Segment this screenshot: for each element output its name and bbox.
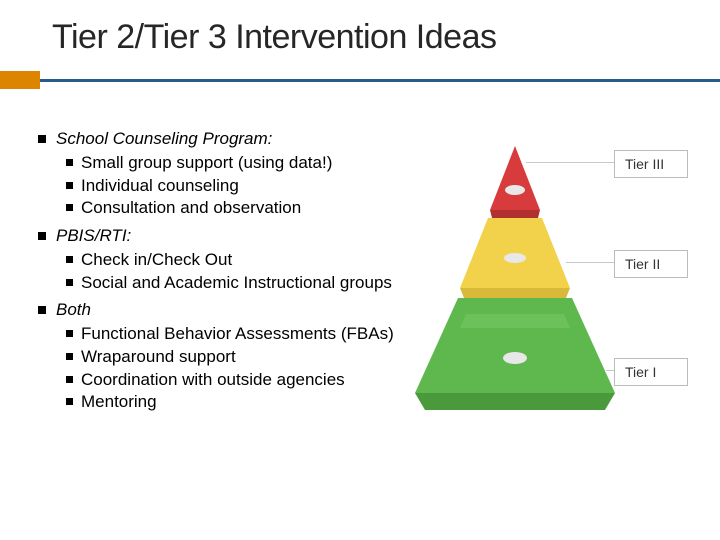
bullet-icon xyxy=(66,279,73,286)
tier-label-3: Tier III xyxy=(614,150,688,178)
list-item-text: Consultation and observation xyxy=(81,197,301,219)
list-item-text: Small group support (using data!) xyxy=(81,152,332,174)
section-heading: PBIS/RTI: xyxy=(38,225,418,247)
section-2: Both Functional Behavior Assessments (FB… xyxy=(38,299,418,413)
list-item-text: Social and Academic Instructional groups xyxy=(81,272,392,294)
tier-label-text: Tier III xyxy=(625,156,664,172)
section-heading: School Counseling Program: xyxy=(38,128,418,150)
connector-line xyxy=(606,370,614,371)
section-heading-text: School Counseling Program: xyxy=(56,128,272,150)
sublist: Functional Behavior Assessments (FBAs) W… xyxy=(66,323,418,413)
bullet-icon xyxy=(66,353,73,360)
list-item: Check in/Check Out xyxy=(66,249,418,271)
bullet-icon xyxy=(66,204,73,211)
bullet-icon xyxy=(66,256,73,263)
section-heading-text: PBIS/RTI: xyxy=(56,225,131,247)
list-item: Consultation and observation xyxy=(66,197,418,219)
section-heading: Both xyxy=(38,299,418,321)
section-1: PBIS/RTI: Check in/Check Out Social and … xyxy=(38,225,418,293)
bullet-icon xyxy=(66,182,73,189)
sublist: Small group support (using data!) Indivi… xyxy=(66,152,418,219)
bullet-icon xyxy=(66,159,73,166)
bullet-icon xyxy=(38,135,46,143)
bullet-content: School Counseling Program: Small group s… xyxy=(38,128,418,419)
section-heading-text: Both xyxy=(56,299,91,321)
bullet-icon xyxy=(66,330,73,337)
pyramid-diagram: Tier III Tier II Tier I xyxy=(410,138,708,438)
page-title: Tier 2/Tier 3 Intervention Ideas xyxy=(0,0,720,57)
list-item: Mentoring xyxy=(66,391,418,413)
bullet-icon xyxy=(66,376,73,383)
title-divider xyxy=(0,71,720,89)
list-item: Individual counseling xyxy=(66,175,418,197)
tier-label-text: Tier I xyxy=(625,364,656,380)
tier-label-2: Tier II xyxy=(614,250,688,278)
list-item: Small group support (using data!) xyxy=(66,152,418,174)
bullet-icon xyxy=(66,398,73,405)
section-0: School Counseling Program: Small group s… xyxy=(38,128,418,219)
bullet-icon xyxy=(38,232,46,240)
list-item-text: Mentoring xyxy=(81,391,157,413)
divider-line xyxy=(40,79,720,82)
connector-line xyxy=(526,162,614,163)
tier-label-1: Tier I xyxy=(614,358,688,386)
list-item-text: Wraparound support xyxy=(81,346,236,368)
pyramid-icon xyxy=(410,138,620,418)
list-item: Social and Academic Instructional groups xyxy=(66,272,418,294)
list-item-text: Individual counseling xyxy=(81,175,239,197)
list-item-text: Functional Behavior Assessments (FBAs) xyxy=(81,323,394,345)
list-item: Functional Behavior Assessments (FBAs) xyxy=(66,323,418,345)
sublist: Check in/Check Out Social and Academic I… xyxy=(66,249,418,294)
list-item-text: Coordination with outside agencies xyxy=(81,369,345,391)
tier-label-text: Tier II xyxy=(625,256,660,272)
accent-block xyxy=(0,71,40,89)
list-item: Coordination with outside agencies xyxy=(66,369,418,391)
bullet-icon xyxy=(38,306,46,314)
list-item: Wraparound support xyxy=(66,346,418,368)
list-item-text: Check in/Check Out xyxy=(81,249,232,271)
connector-line xyxy=(566,262,614,263)
